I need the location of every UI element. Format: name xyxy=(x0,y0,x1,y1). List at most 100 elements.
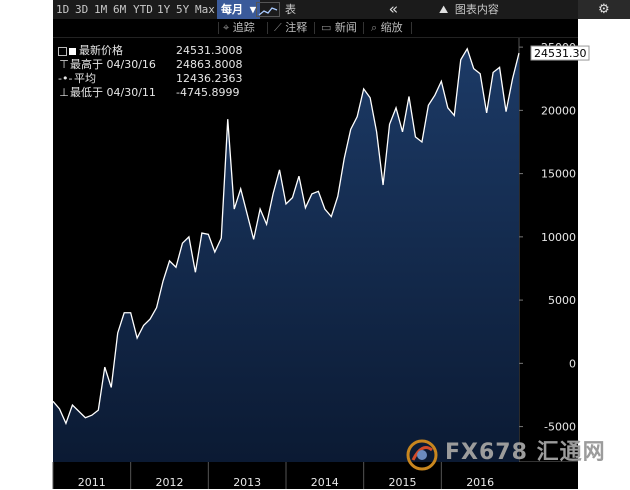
data-point xyxy=(505,111,506,112)
legend-last-row: 最新价格 24531.3008 xyxy=(58,44,242,58)
tool-label: 注释 xyxy=(285,21,308,34)
data-point xyxy=(272,193,273,194)
data-point xyxy=(421,141,422,142)
toolbar-divider xyxy=(314,22,315,34)
data-point xyxy=(162,281,163,282)
chart-content-icon: ⛰ xyxy=(439,3,449,16)
legend-last-label: 最新价格 xyxy=(79,44,123,57)
tool-zoom-button[interactable]: ⌕ 缩放 xyxy=(371,19,403,37)
tool-label: 新闻 xyxy=(334,21,357,34)
data-point xyxy=(221,238,222,239)
legend-avg-value: 12436.2363 xyxy=(176,72,243,85)
data-point xyxy=(337,196,338,197)
x-tick-label: 2013 xyxy=(233,476,261,489)
range-1m-button[interactable]: 1M xyxy=(94,3,108,16)
data-point xyxy=(298,176,299,177)
average-marker-icon: -•- xyxy=(58,72,73,85)
data-point xyxy=(156,307,157,308)
data-point xyxy=(214,251,215,252)
data-point xyxy=(324,208,325,209)
nav-back-button[interactable]: « xyxy=(389,0,399,18)
frequency-dropdown[interactable]: 每月 ▼ xyxy=(217,0,261,19)
data-point xyxy=(318,191,319,192)
crosshair-icon: ⌖ xyxy=(223,21,233,34)
data-point xyxy=(460,59,461,60)
data-point xyxy=(169,260,170,261)
data-point xyxy=(52,401,53,402)
data-point xyxy=(434,95,435,96)
data-point xyxy=(512,78,513,79)
y-tick-label: 10000 xyxy=(541,231,576,244)
toolbar-divider xyxy=(267,22,268,34)
data-point xyxy=(292,197,293,198)
tool-news-button[interactable]: ▭ 新闻 xyxy=(321,19,357,37)
x-tick-label: 2015 xyxy=(389,476,417,489)
data-point xyxy=(382,184,383,185)
toolbar-divider xyxy=(363,22,364,34)
data-point xyxy=(253,239,254,240)
tool-toolbar: ⌖ 追踪 ⟋ 注释 ▭ 新闻 ⌕ 缩放 xyxy=(53,19,578,38)
settings-panel: ⚙ xyxy=(578,0,630,19)
data-point xyxy=(331,216,332,217)
legend-avg-label: 平均 xyxy=(74,72,96,85)
x-tick-label: 2011 xyxy=(78,476,106,489)
toolbar-divider xyxy=(411,22,412,34)
data-point xyxy=(395,107,396,108)
data-point xyxy=(480,73,481,74)
data-point xyxy=(91,415,92,416)
data-point xyxy=(266,224,267,225)
range-1y-button[interactable]: 1Y xyxy=(157,3,171,16)
range-6m-button[interactable]: 6M xyxy=(113,3,127,16)
data-point xyxy=(454,115,455,116)
tool-pencil-button[interactable]: ⟋ 注释 xyxy=(274,19,307,37)
news-icon: ▭ xyxy=(321,21,335,34)
line-chart-icon[interactable] xyxy=(256,2,280,17)
table-view-button[interactable]: 表 xyxy=(285,3,296,16)
data-point xyxy=(201,232,202,233)
range-5y-button[interactable]: 5Y xyxy=(176,3,190,16)
data-point xyxy=(279,169,280,170)
toolbar-divider xyxy=(218,22,219,34)
data-point xyxy=(149,318,150,319)
data-point xyxy=(59,408,60,409)
tool-crosshair-button[interactable]: ⌖ 追踪 xyxy=(223,19,255,37)
x-tick-label: 2012 xyxy=(156,476,184,489)
data-point xyxy=(247,213,248,214)
range-1d-button[interactable]: 1D xyxy=(56,3,70,16)
data-point xyxy=(85,417,86,418)
y-tick-label: -5000 xyxy=(544,421,576,434)
legend-low-value: -4745.8999 xyxy=(176,86,240,99)
series-area xyxy=(53,48,519,463)
data-point xyxy=(305,207,306,208)
data-point xyxy=(402,131,403,132)
range-max-button[interactable]: Max xyxy=(195,3,215,16)
data-point xyxy=(311,193,312,194)
data-point xyxy=(415,136,416,137)
data-point xyxy=(124,312,125,313)
legend-high-row: ⊤最高于 04/30/16 24863.8008 xyxy=(58,58,242,72)
range-ytd-button[interactable]: YTD xyxy=(133,3,153,16)
gear-icon[interactable]: ⚙ xyxy=(598,2,610,17)
y-tick-label: 0 xyxy=(569,357,576,370)
data-point xyxy=(467,48,468,49)
low-marker-icon: ⊥ xyxy=(59,86,69,99)
data-point xyxy=(227,119,228,120)
zoom-icon: ⌕ xyxy=(371,21,381,34)
y-axis-panel xyxy=(519,37,578,489)
range-3d-button[interactable]: 3D xyxy=(75,3,89,16)
data-point xyxy=(389,124,390,125)
legend-avg-row: -•- 平均 12436.2363 xyxy=(58,72,242,86)
data-point xyxy=(98,410,99,411)
high-marker-icon: ⊤ xyxy=(59,58,69,71)
legend-low-row: ⊥最低于 04/30/11 -4745.8999 xyxy=(58,86,240,100)
data-point xyxy=(195,272,196,273)
series-line xyxy=(52,47,520,426)
data-point xyxy=(370,97,371,98)
data-point xyxy=(357,116,358,117)
filled-square-icon xyxy=(69,47,76,55)
chart-content-button[interactable]: ⛰ 图表内容 xyxy=(439,0,499,19)
data-point xyxy=(143,325,144,326)
data-point xyxy=(447,107,448,108)
data-point xyxy=(441,81,442,82)
